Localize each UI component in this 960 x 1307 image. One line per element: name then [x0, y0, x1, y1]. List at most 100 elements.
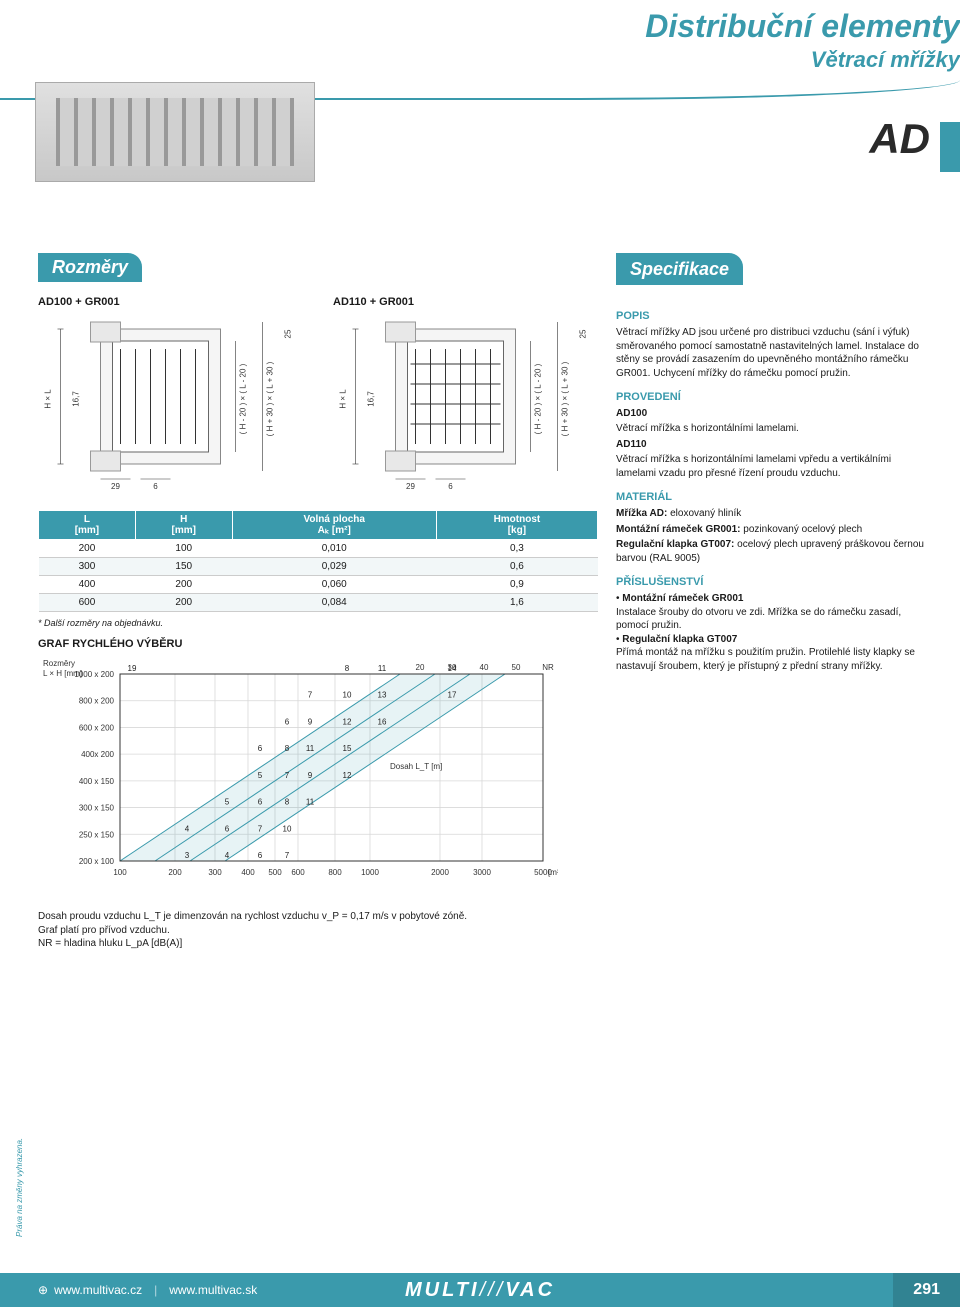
graph-heading: GRAF RYCHLÉHO VÝBĚRU: [38, 638, 598, 650]
product-code-tab: [940, 122, 960, 172]
pris2-k: Regulační klapka GT007: [622, 634, 737, 645]
mat2-v: pozinkovaný ocelový plech: [743, 524, 862, 535]
diagram-right-label: AD110 + GR001: [333, 296, 598, 308]
spec-h-prov: PROVEDENÍ: [616, 390, 930, 405]
svg-text:600 x 200: 600 x 200: [79, 723, 115, 732]
svg-text:9: 9: [308, 771, 313, 780]
svg-text:H × L: H × L: [44, 389, 53, 409]
svg-text:6: 6: [258, 798, 263, 807]
svg-text:400x 200: 400x 200: [81, 750, 114, 759]
diagram-left: AD100 + GR001 H × L 16,7 ( H - 20 ) × (: [38, 296, 303, 502]
svg-text:15: 15: [343, 744, 352, 753]
svg-text:19: 19: [128, 664, 137, 673]
svg-text:7: 7: [258, 824, 263, 833]
diagram-right: AD110 + GR001 H × L 16,7: [333, 296, 598, 502]
title-line1: Distribuční elementy: [645, 8, 960, 45]
globe-icon: ⊕: [38, 1283, 48, 1297]
svg-text:10: 10: [343, 691, 352, 700]
svg-text:400 x 150: 400 x 150: [79, 777, 115, 786]
table-cell: 0,029: [232, 558, 436, 576]
logo-multi: MULTI: [405, 1279, 480, 1301]
page-header: Distribuční elementy Větrací mřížky AD: [0, 0, 960, 195]
svg-text:7: 7: [285, 771, 290, 780]
dimensions-table: L[mm]H[mm]Volná plochaAₖ [m²]Hmotnost[kg…: [38, 510, 598, 612]
mat1-k: Mřížka AD:: [616, 508, 667, 519]
page-number: 291: [893, 1273, 960, 1307]
spec-popis: Větrací mřížky AD jsou určené pro distri…: [616, 326, 930, 380]
page-footer: ⊕ www.multivac.cz | www.multivac.sk MULT…: [0, 1273, 960, 1307]
graph-footnotes: Dosah proudu vzduchu L_T je dimenzován n…: [0, 896, 960, 951]
product-code: AD: [869, 115, 930, 163]
svg-text:1000: 1000: [361, 868, 379, 877]
svg-text:( H + 30 ) × ( L + 30 ): ( H + 30 ) × ( L + 30 ): [561, 361, 570, 436]
svg-text:4: 4: [185, 824, 190, 833]
prov-a-txt: Větrací mřížka s horizontálními lamelami…: [616, 422, 930, 436]
svg-text:50: 50: [512, 663, 521, 672]
table-cell: 150: [135, 558, 232, 576]
table-header: L[mm]: [39, 511, 136, 540]
svg-text:6: 6: [448, 482, 453, 491]
graph-container: 1000 x 200800 x 200600 x 200400x 200400 …: [38, 656, 558, 896]
left-column: Rozměry AD100 + GR001 H × L 16: [38, 253, 598, 896]
spec-h-pris: PŘÍSLUŠENSTVÍ: [616, 575, 930, 590]
table-cell: 600: [39, 594, 136, 612]
mat2-k: Montážní rámeček GR001:: [616, 524, 741, 535]
svg-text:12: 12: [343, 717, 352, 726]
rights-reserved: Práva na změny vyhrazena.: [15, 1138, 24, 1237]
footnote-3: NR = hladina hluku L_pA [dB(A)]: [38, 937, 930, 951]
svg-text:800 x 200: 800 x 200: [79, 697, 115, 706]
svg-text:5: 5: [258, 771, 263, 780]
site-cz: www.multivac.cz: [54, 1283, 142, 1297]
table-row: 6002000,0841,6: [39, 594, 598, 612]
table-cell: 200: [135, 576, 232, 594]
spec-h-popis: POPIS: [616, 309, 930, 324]
footnote-2: Graf platí pro přívod vzduchu.: [38, 924, 930, 938]
pris1-v: Instalace šrouby do otvoru ve zdi. Mřížk…: [616, 607, 901, 632]
diagram-left-svg: H × L 16,7 ( H - 20 ) × ( L - 20 ) ( H +…: [38, 314, 303, 499]
svg-text:13: 13: [378, 691, 387, 700]
table-cell: 0,084: [232, 594, 436, 612]
main-columns: Rozměry AD100 + GR001 H × L 16: [0, 253, 960, 896]
svg-text:10: 10: [283, 824, 292, 833]
svg-text:400: 400: [241, 868, 255, 877]
footnote-1: Dosah proudu vzduchu L_T je dimenzován n…: [38, 910, 930, 924]
svg-text:7: 7: [308, 691, 313, 700]
divider-icon: |: [154, 1283, 157, 1297]
table-cell: 400: [39, 576, 136, 594]
pris2-v: Přímá montáž na mřížku s použitím pružin…: [616, 647, 915, 672]
table-header: Volná plochaAₖ [m²]: [232, 511, 436, 540]
svg-text:16,7: 16,7: [72, 391, 81, 407]
svg-text:29: 29: [111, 482, 120, 491]
svg-text:12: 12: [343, 771, 352, 780]
svg-text:29: 29: [406, 482, 415, 491]
svg-text:16: 16: [378, 717, 387, 726]
svg-text:3: 3: [185, 851, 190, 860]
svg-text:( H - 20 ) × ( L - 20 ): ( H - 20 ) × ( L - 20 ): [239, 363, 248, 434]
spec-h-mat: MATERIÁL: [616, 490, 930, 505]
svg-text:6: 6: [153, 482, 158, 491]
prov-b-txt: Větrací mřížka s horizontálními lamelami…: [616, 453, 930, 480]
svg-text:600: 600: [291, 868, 305, 877]
svg-text:7: 7: [285, 851, 290, 860]
table-note: * Další rozměry na objednávku.: [38, 618, 598, 628]
footer-logo: MULTI///VAC: [405, 1279, 555, 1302]
svg-text:25: 25: [284, 329, 293, 338]
prov-b: AD110: [616, 439, 647, 450]
svg-text:300: 300: [208, 868, 222, 877]
svg-text:8: 8: [285, 798, 290, 807]
quick-select-graph: 1000 x 200800 x 200600 x 200400x 200400 …: [38, 656, 558, 896]
svg-text:( H - 20 ) × ( L - 20 ): ( H - 20 ) × ( L - 20 ): [534, 363, 543, 434]
svg-text:250 x 150: 250 x 150: [79, 830, 115, 839]
prov-a: AD100: [616, 408, 647, 419]
svg-text:500: 500: [268, 868, 282, 877]
mat3-k: Regulační klapka GT007:: [616, 539, 734, 550]
table-row: 4002000,0600,9: [39, 576, 598, 594]
svg-text:11: 11: [306, 798, 315, 807]
right-column: Specifikace POPIS Větrací mřížky AD jsou…: [616, 253, 930, 896]
svg-text:40: 40: [480, 663, 489, 672]
table-cell: 0,6: [436, 558, 597, 576]
table-cell: 0,010: [232, 540, 436, 558]
tab-specs: Specifikace: [616, 253, 743, 285]
svg-text:4: 4: [225, 851, 230, 860]
table-cell: 300: [39, 558, 136, 576]
